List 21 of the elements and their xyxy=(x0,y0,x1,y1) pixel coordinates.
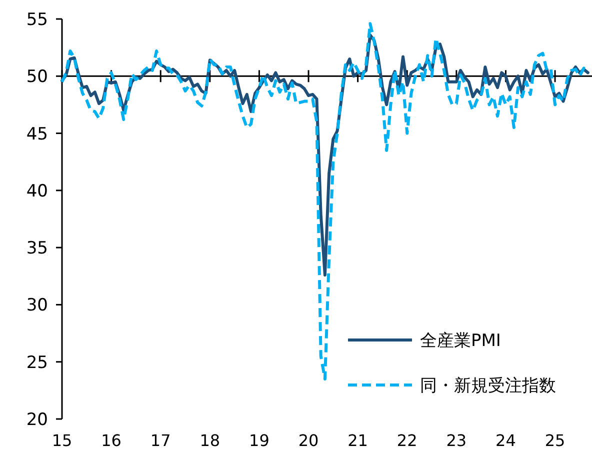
x-tick-label: 17 xyxy=(150,431,171,450)
x-tick-label: 19 xyxy=(249,431,270,450)
x-tick-label: 25 xyxy=(544,431,566,450)
y-tick-label: 55 xyxy=(26,10,48,30)
y-tick-label: 20 xyxy=(26,410,48,430)
y-tick-label: 30 xyxy=(26,296,48,316)
y-tick-label: 50 xyxy=(26,67,48,88)
x-tick-label: 20 xyxy=(298,431,319,450)
x-tick-label: 16 xyxy=(101,431,122,450)
x-tick-label: 21 xyxy=(348,431,368,450)
x-tick-label: 15 xyxy=(52,431,72,450)
y-tick-label: 45 xyxy=(26,124,48,144)
y-tick-label: 40 xyxy=(26,181,48,202)
x-tick-label: 23 xyxy=(446,431,467,450)
y-tick-label: 35 xyxy=(26,238,48,259)
x-tick-label: 22 xyxy=(396,431,418,450)
legend-label: 同・新規受注指数 xyxy=(420,376,556,396)
y-tick-label: 25 xyxy=(26,352,48,373)
legend-label: 全産業PMI xyxy=(420,331,501,351)
x-tick-label: 18 xyxy=(200,431,220,450)
x-tick-label: 24 xyxy=(496,431,516,450)
